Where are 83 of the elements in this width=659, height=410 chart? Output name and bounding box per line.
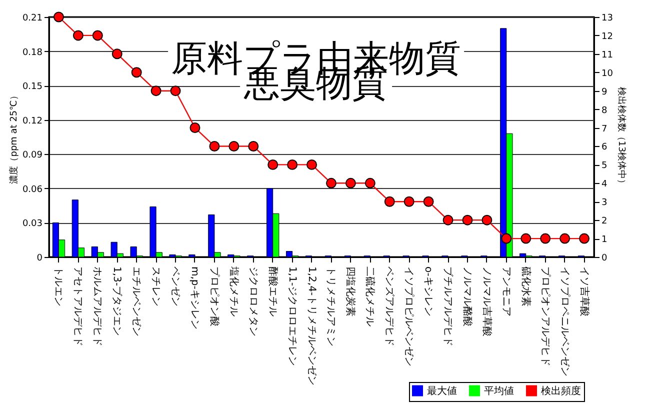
y2-tick-label: 9: [602, 87, 608, 98]
y-tick-label: 0.06: [22, 184, 43, 195]
x-tick-label: ジクロロメタン: [247, 266, 258, 336]
y2-tick-label: 6: [602, 142, 608, 153]
x-tick-label: プロピオンアルデヒド: [539, 266, 552, 366]
point: [131, 67, 142, 78]
x-tick-label: ベンゼン: [170, 266, 181, 306]
x-tick-label: イソプロピルベンゼン: [403, 266, 416, 366]
x-tick-label: 酢酸エチル: [266, 266, 279, 316]
point: [579, 233, 590, 244]
y2-tick-label: 8: [602, 106, 608, 116]
y-tick-label: 0.12: [22, 116, 42, 126]
point: [112, 48, 122, 60]
point: [92, 30, 103, 41]
point: [442, 214, 454, 226]
y-tick-label: 0.18: [22, 48, 43, 58]
x-tick-label: m,p-キシレン: [188, 266, 200, 330]
point: [190, 122, 200, 134]
x-tick-label: 硫化水素: [520, 266, 532, 306]
y2-tick-label: 4: [602, 180, 608, 190]
y2-axis-title: 検出検体数（13検体中）: [616, 86, 627, 188]
y2-tick-label: 0: [602, 254, 608, 264]
legend-label: 最大値: [427, 384, 457, 397]
legend-label: 平均値: [484, 384, 514, 397]
point: [501, 233, 512, 244]
x-tick-label: イソプロペニルベンゼン: [558, 266, 571, 376]
point: [306, 159, 318, 170]
x-tick-label: o-キシレン: [422, 266, 434, 316]
y2-tick-label: 3: [602, 198, 608, 208]
x-tick-label: ベンズアルデヒド: [384, 266, 396, 346]
x-tick-label: アンモニア: [500, 266, 512, 316]
point: [72, 30, 84, 41]
y2-tick-label: 10: [602, 68, 614, 79]
y2-tick-label: 1: [602, 235, 608, 246]
x-tick-label: スチレン: [150, 266, 162, 306]
y-axis-title: 濃度（ppm at 25℃）: [8, 91, 20, 184]
point: [326, 178, 336, 188]
x-tick-label: ノルマル吉草酸: [480, 266, 493, 336]
point: [170, 86, 181, 96]
point: [423, 196, 434, 207]
y-tick-label: 0.21: [22, 14, 42, 24]
point: [287, 159, 298, 170]
x-tick-label: 1,2,4-トリメチルベンゼン: [306, 266, 317, 386]
x-tick-label: 二硫化メチル: [364, 266, 376, 326]
y-tick-label: 0: [36, 254, 43, 264]
y2-tick-label: 7: [602, 124, 608, 134]
y2-tick-label: 5: [602, 161, 608, 172]
point: [384, 196, 395, 207]
point: [482, 214, 492, 226]
point: [520, 233, 532, 244]
x-tick-label: プロピオン酸: [208, 266, 220, 326]
legend-label: 検出頻度: [541, 384, 581, 397]
y2-tick-label: 11: [602, 50, 613, 60]
point: [364, 178, 376, 188]
y-tick-label: 0.15: [22, 82, 42, 92]
point: [404, 196, 414, 207]
point: [560, 233, 570, 244]
y-tick-label: 0.09: [22, 150, 43, 161]
x-tick-label: エチルベンゼン: [130, 266, 142, 336]
x-tick-label: アセトアルデヒド: [72, 266, 84, 346]
point: [462, 214, 473, 226]
point: [248, 140, 259, 152]
x-tick-label: 1,3-ブタジエン: [111, 266, 124, 336]
x-tick-label: 塩化メチル: [228, 266, 240, 316]
x-tick-label: イソ吉草酸: [578, 266, 590, 316]
point: [268, 159, 278, 170]
x-tick-label: ホルムアルデヒド: [92, 266, 103, 346]
y2-tick-label: 13: [602, 14, 613, 24]
x-tick-label: 1,1-ジクロロエチレン: [286, 266, 298, 366]
point: [345, 178, 356, 188]
x-tick-label: トルエン: [52, 266, 64, 306]
y2-tick-label: 2: [602, 216, 608, 227]
point: [209, 140, 220, 152]
x-tick-label: ノルマル酪酸: [461, 266, 474, 326]
y-tick-label: 0.03: [22, 219, 42, 230]
point: [228, 140, 240, 152]
x-tick-label: 四塩化炭素: [344, 266, 357, 316]
x-tick-label: ブチルアルデヒド: [442, 266, 454, 346]
point: [540, 233, 551, 244]
y2-tick-label: 12: [602, 32, 613, 42]
x-tick-label: トリメチルアミン: [325, 266, 336, 346]
point: [53, 12, 64, 22]
point: [150, 86, 162, 96]
